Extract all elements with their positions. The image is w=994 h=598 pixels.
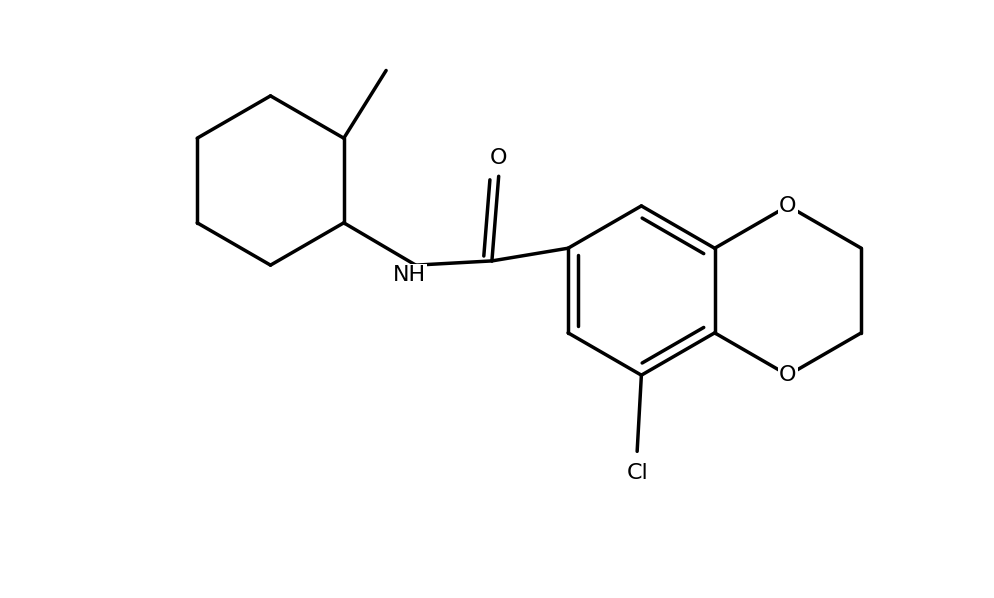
Text: NH: NH (392, 266, 425, 285)
Text: O: O (778, 196, 796, 216)
Text: O: O (489, 148, 507, 167)
Text: Cl: Cl (625, 462, 647, 483)
Text: O: O (778, 365, 796, 385)
